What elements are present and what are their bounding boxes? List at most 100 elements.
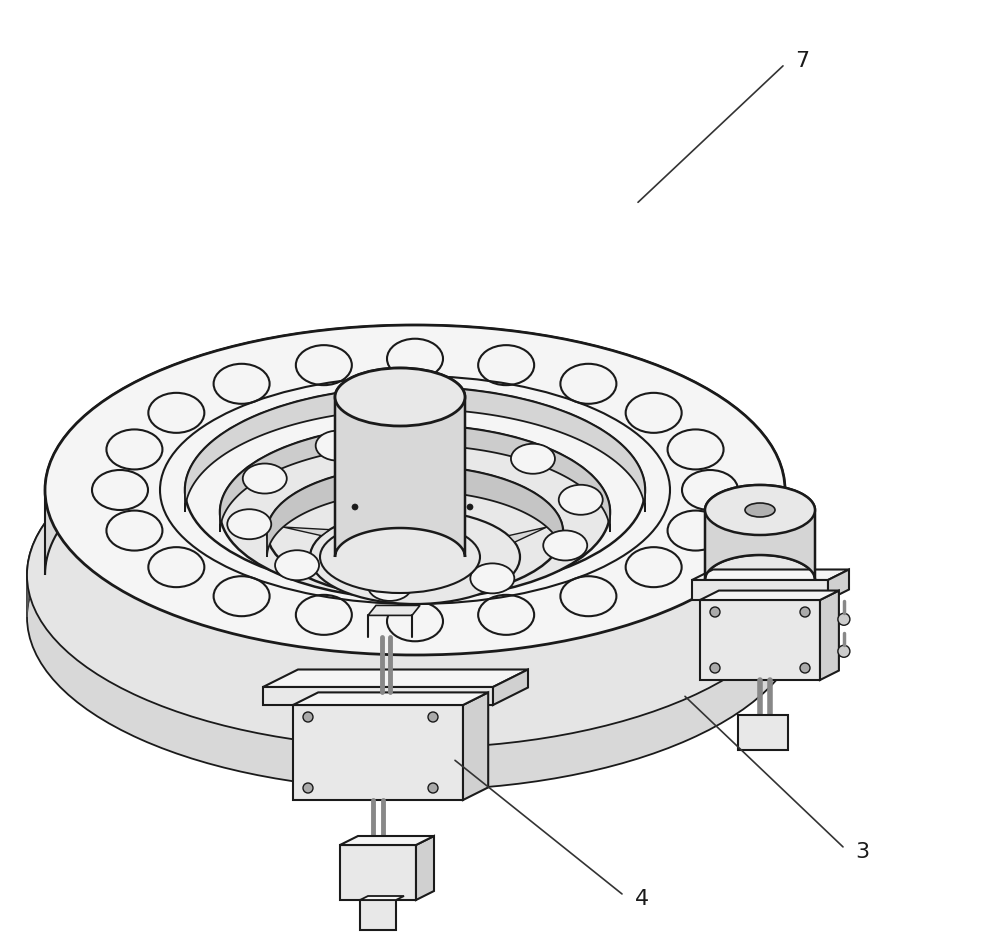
- Polygon shape: [284, 411, 289, 455]
- Polygon shape: [602, 423, 607, 467]
- Polygon shape: [263, 669, 528, 687]
- Polygon shape: [700, 591, 839, 600]
- Polygon shape: [633, 432, 638, 475]
- Polygon shape: [132, 455, 136, 499]
- Ellipse shape: [800, 663, 810, 673]
- Polygon shape: [653, 439, 658, 482]
- Polygon shape: [108, 467, 112, 511]
- Ellipse shape: [559, 485, 603, 515]
- Ellipse shape: [220, 425, 610, 599]
- Ellipse shape: [303, 783, 313, 793]
- Ellipse shape: [45, 325, 785, 655]
- Polygon shape: [342, 405, 348, 447]
- Polygon shape: [796, 543, 797, 587]
- Polygon shape: [743, 483, 746, 527]
- Polygon shape: [59, 503, 61, 549]
- Ellipse shape: [27, 444, 803, 790]
- Polygon shape: [94, 475, 98, 519]
- Polygon shape: [27, 402, 803, 617]
- Polygon shape: [168, 440, 172, 484]
- Polygon shape: [427, 402, 433, 444]
- Polygon shape: [368, 605, 420, 615]
- Polygon shape: [738, 715, 788, 750]
- Ellipse shape: [705, 555, 815, 605]
- Polygon shape: [197, 430, 202, 474]
- Ellipse shape: [800, 607, 810, 617]
- Polygon shape: [794, 537, 795, 582]
- Ellipse shape: [267, 466, 563, 598]
- Polygon shape: [187, 434, 192, 477]
- Polygon shape: [722, 469, 725, 513]
- Polygon shape: [69, 494, 72, 538]
- Polygon shape: [354, 404, 360, 446]
- Polygon shape: [415, 402, 421, 444]
- Polygon shape: [81, 485, 84, 529]
- Ellipse shape: [560, 364, 616, 404]
- Ellipse shape: [428, 712, 438, 722]
- Ellipse shape: [303, 712, 313, 722]
- Polygon shape: [791, 532, 792, 577]
- Ellipse shape: [543, 531, 587, 561]
- Polygon shape: [729, 473, 732, 518]
- Polygon shape: [124, 458, 128, 502]
- Ellipse shape: [745, 503, 775, 517]
- Polygon shape: [776, 511, 778, 556]
- Polygon shape: [439, 403, 445, 444]
- Polygon shape: [293, 693, 488, 705]
- Polygon shape: [672, 445, 676, 489]
- Polygon shape: [360, 896, 404, 900]
- Ellipse shape: [148, 392, 204, 433]
- Ellipse shape: [387, 339, 443, 378]
- Ellipse shape: [387, 601, 443, 641]
- Polygon shape: [535, 410, 541, 454]
- Polygon shape: [692, 569, 849, 580]
- Text: 4: 4: [635, 888, 649, 909]
- Polygon shape: [780, 517, 782, 561]
- Ellipse shape: [335, 368, 465, 426]
- Ellipse shape: [838, 646, 850, 657]
- Ellipse shape: [511, 444, 555, 473]
- Ellipse shape: [467, 504, 473, 510]
- Polygon shape: [736, 478, 739, 522]
- Ellipse shape: [148, 547, 204, 587]
- Polygon shape: [250, 417, 255, 460]
- Ellipse shape: [243, 464, 287, 493]
- Text: 3: 3: [855, 841, 869, 862]
- Polygon shape: [335, 368, 465, 557]
- Polygon shape: [755, 491, 758, 536]
- Polygon shape: [36, 534, 38, 580]
- Polygon shape: [766, 502, 769, 546]
- Ellipse shape: [478, 595, 534, 635]
- Ellipse shape: [626, 547, 682, 587]
- Polygon shape: [307, 408, 313, 451]
- Polygon shape: [511, 407, 517, 450]
- Polygon shape: [698, 456, 702, 501]
- Polygon shape: [261, 415, 267, 458]
- Polygon shape: [591, 421, 597, 464]
- Ellipse shape: [296, 595, 352, 635]
- Polygon shape: [87, 480, 91, 524]
- Polygon shape: [643, 435, 648, 479]
- Polygon shape: [239, 420, 244, 463]
- Polygon shape: [662, 441, 667, 486]
- Polygon shape: [360, 900, 396, 930]
- Polygon shape: [177, 437, 182, 480]
- Polygon shape: [580, 419, 586, 462]
- Polygon shape: [476, 404, 482, 447]
- Polygon shape: [692, 580, 828, 600]
- Ellipse shape: [214, 576, 270, 616]
- Ellipse shape: [626, 392, 682, 433]
- Ellipse shape: [185, 387, 645, 593]
- Polygon shape: [42, 524, 44, 568]
- Polygon shape: [185, 387, 645, 512]
- Polygon shape: [319, 407, 324, 450]
- Polygon shape: [705, 485, 815, 580]
- Polygon shape: [293, 705, 463, 800]
- Polygon shape: [39, 530, 41, 574]
- Polygon shape: [828, 569, 849, 600]
- Polygon shape: [101, 471, 105, 516]
- Polygon shape: [761, 497, 763, 541]
- Ellipse shape: [316, 431, 360, 461]
- Polygon shape: [689, 453, 694, 497]
- Polygon shape: [34, 540, 35, 584]
